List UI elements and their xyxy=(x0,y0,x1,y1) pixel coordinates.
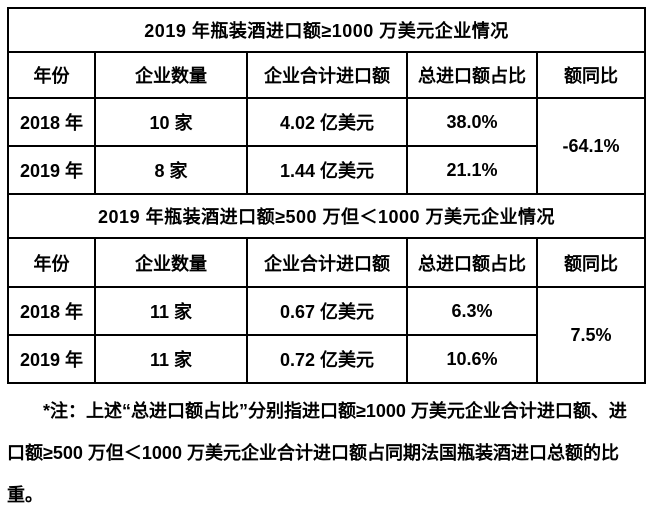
count-cell: 8 家 xyxy=(94,145,248,195)
year-cell: 2019 年 xyxy=(7,334,96,384)
section1-row-2018: 2018 年 10 家 4.02 亿美元 38.0% -64.1% xyxy=(7,97,647,195)
amount-cell: 1.44 亿美元 xyxy=(246,145,408,195)
section1-header-yoy: 额同比 xyxy=(535,51,647,99)
section1-header-year: 年份 xyxy=(7,51,96,99)
footnote: *注：上述“总进口额占比”分别指进口额≥1000 万美元企业合计进口额、进 口额… xyxy=(7,390,644,516)
share-cell: 6.3% xyxy=(406,286,538,336)
section2-header-amount: 企业合计进口额 xyxy=(246,237,408,288)
section2-header-yoy: 额同比 xyxy=(535,237,647,288)
year-cell: 2018 年 xyxy=(7,286,96,336)
footnote-line-2: 口额≥500 万但＜1000 万美元企业合计进口额占同期法国瓶装酒进口总额的比 xyxy=(7,443,619,463)
section2-header-share: 总进口额占比 xyxy=(406,237,538,288)
share-cell: 38.0% xyxy=(406,97,538,147)
section1-title-row: 2019 年瓶装酒进口额≥1000 万美元企业情况 xyxy=(6,7,647,53)
section2-row-2018: 2018 年 11 家 0.67 亿美元 6.3% 7.5% xyxy=(7,286,647,384)
section2-header-count: 企业数量 xyxy=(94,237,248,288)
section2-header-row: 年份 企业数量 企业合计进口额 总进口额占比 额同比 xyxy=(7,237,647,288)
section2-title: 2019 年瓶装酒进口额≥500 万但＜1000 万美元企业情况 xyxy=(6,193,647,239)
year-cell: 2019 年 xyxy=(7,145,96,195)
amount-cell: 0.67 亿美元 xyxy=(246,286,408,336)
section2-yoy-cell: 7.5% xyxy=(535,286,647,384)
footnote-line-1: *注：上述“总进口额占比”分别指进口额≥1000 万美元企业合计进口额、进 xyxy=(43,401,627,421)
section2-title-row: 2019 年瓶装酒进口额≥500 万但＜1000 万美元企业情况 xyxy=(6,193,647,239)
section2-row-2019: 2019 年 11 家 0.72 亿美元 10.6% xyxy=(7,334,645,384)
section1-header-amount: 企业合计进口额 xyxy=(246,51,408,99)
year-cell: 2018 年 xyxy=(7,97,96,147)
section1-header-row: 年份 企业数量 企业合计进口额 总进口额占比 额同比 xyxy=(7,51,647,99)
count-cell: 11 家 xyxy=(94,334,248,384)
count-cell: 10 家 xyxy=(94,97,248,147)
share-cell: 10.6% xyxy=(406,334,538,384)
section1-header-share: 总进口额占比 xyxy=(406,51,538,99)
section1-yoy-cell: -64.1% xyxy=(535,97,647,195)
amount-cell: 4.02 亿美元 xyxy=(246,97,408,147)
count-cell: 11 家 xyxy=(94,286,248,336)
section1-row-2019: 2019 年 8 家 1.44 亿美元 21.1% xyxy=(7,145,645,195)
section2-header-year: 年份 xyxy=(7,237,96,288)
amount-cell: 0.72 亿美元 xyxy=(246,334,408,384)
share-cell: 21.1% xyxy=(406,145,538,195)
import-data-table: 2019 年瓶装酒进口额≥1000 万美元企业情况 年份 企业数量 企业合计进口… xyxy=(6,7,647,384)
section1-title: 2019 年瓶装酒进口额≥1000 万美元企业情况 xyxy=(6,7,647,53)
section1-header-count: 企业数量 xyxy=(94,51,248,99)
footnote-line-3: 重。 xyxy=(7,485,43,505)
